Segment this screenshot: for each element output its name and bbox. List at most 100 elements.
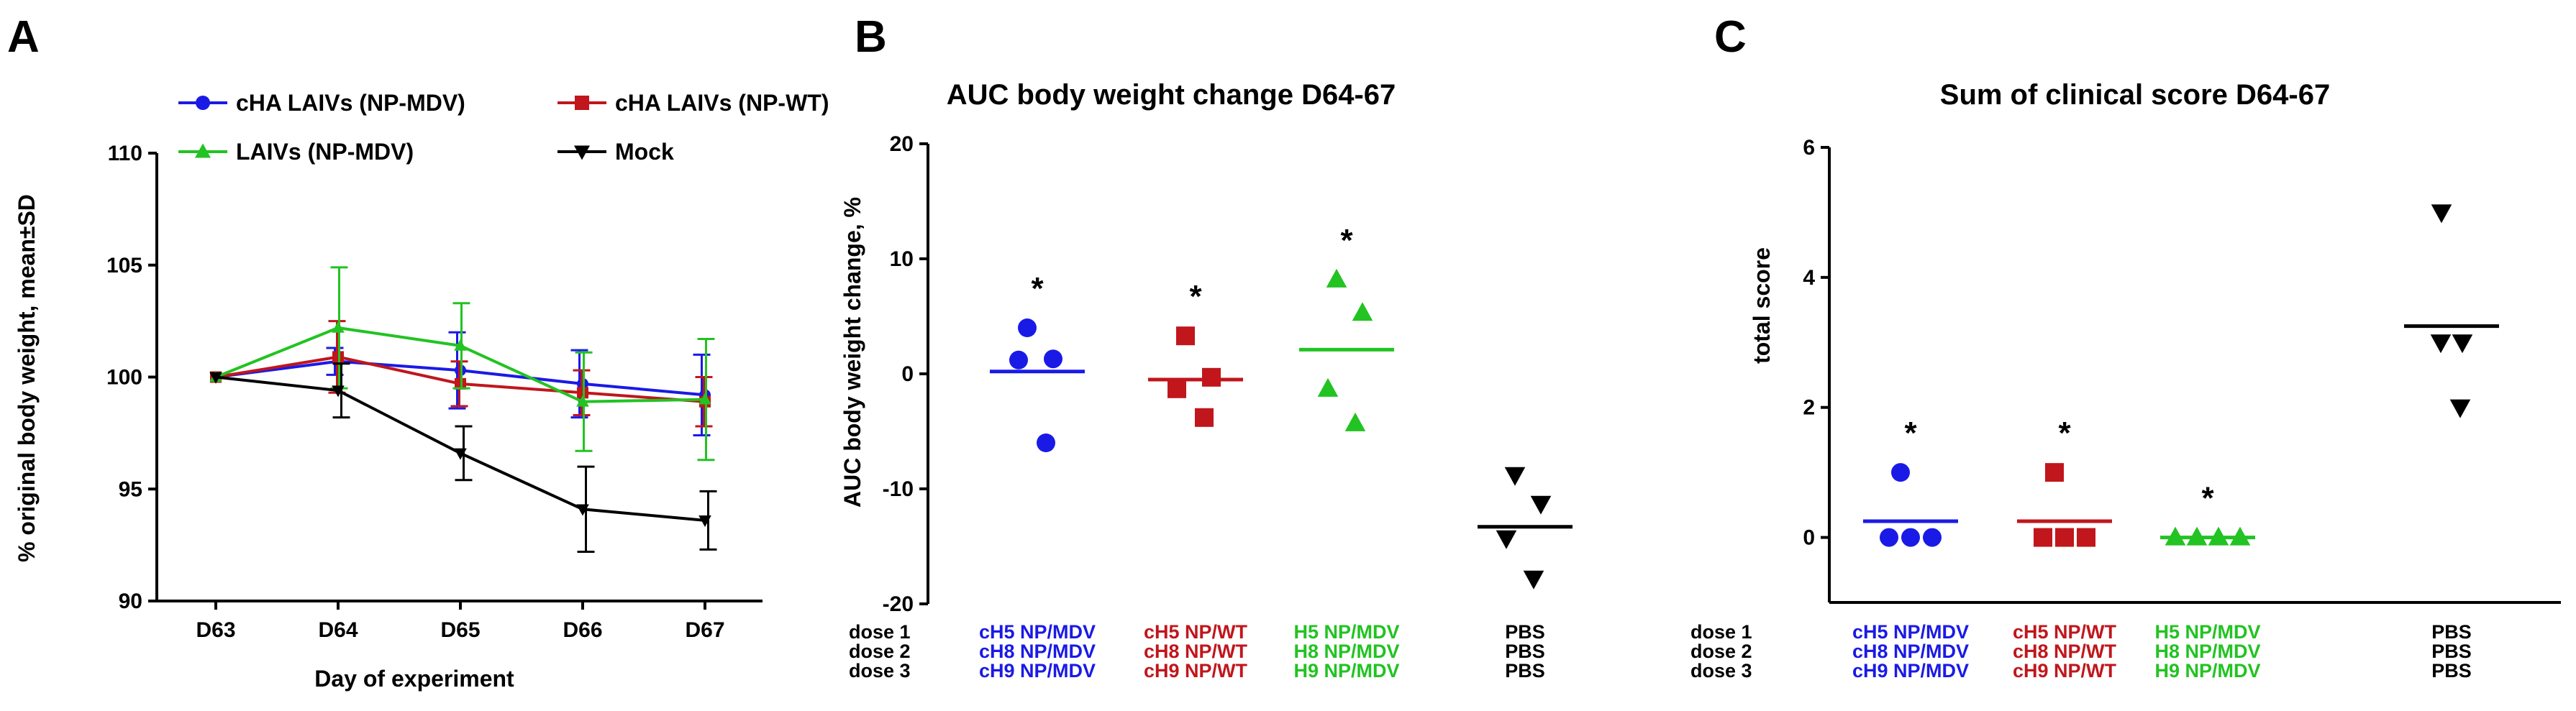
panel-letter-b: B	[855, 12, 887, 62]
group-label: PBS	[2431, 621, 2472, 643]
data-point	[1317, 377, 1339, 397]
group-label: PBS	[1505, 660, 1545, 682]
legend-marker	[195, 143, 211, 158]
significance-mark: *	[1031, 271, 1044, 306]
data-point	[1018, 318, 1037, 337]
data-point	[1168, 379, 1186, 398]
y-tick-label: 90	[119, 590, 142, 613]
y-tick-label: 110	[108, 142, 142, 165]
data-point	[1176, 326, 1195, 346]
group-label: PBS	[1505, 641, 1545, 662]
group-label: cH8 NP/WT	[1144, 641, 1248, 662]
data-point	[698, 515, 711, 528]
group-black	[2404, 204, 2499, 418]
y-axis-label: total score	[1749, 247, 1775, 364]
data-point	[2077, 528, 2095, 547]
data-point	[209, 372, 222, 384]
data-point	[1344, 412, 1366, 431]
data-point	[2229, 526, 2251, 546]
dose-label: dose 1	[1690, 621, 1752, 643]
group-label: cH8 NP/WT	[2013, 641, 2117, 662]
significance-mark: *	[1340, 223, 1353, 258]
group-label: H9 NP/MDV	[2154, 660, 2260, 682]
group-label: cH9 NP/MDV	[979, 660, 1096, 682]
group-green: *	[2160, 481, 2255, 546]
data-point	[1195, 408, 1214, 427]
group-label: cH5 NP/WT	[2013, 621, 2117, 643]
legend-label: LAIVs (NP-MDV)	[236, 139, 414, 165]
x-tick-label: D63	[196, 618, 235, 642]
data-point	[2034, 528, 2052, 547]
data-point	[2449, 399, 2471, 418]
y-tick-label: 95	[119, 477, 142, 501]
data-point	[2208, 526, 2229, 546]
x-tick-label: D65	[440, 618, 480, 642]
significance-mark: *	[1189, 279, 1202, 314]
data-point	[576, 395, 589, 407]
data-point	[2165, 526, 2186, 546]
legend-label: cHA LAIVs (NP-WT)	[615, 90, 829, 116]
data-point	[1923, 528, 1942, 547]
group-label: PBS	[2431, 660, 2472, 682]
legend-marker	[196, 96, 210, 110]
y-tick-label: 20	[890, 132, 914, 156]
chart-title: AUC body weight change D64-67	[947, 79, 1396, 111]
series-green	[209, 266, 715, 462]
data-point	[1523, 570, 1544, 590]
group-label: cH9 NP/WT	[2013, 660, 2117, 682]
data-point	[576, 504, 589, 516]
data-point	[1496, 530, 1517, 549]
data-point	[1037, 434, 1055, 452]
group-label: cH8 NP/MDV	[979, 641, 1096, 662]
data-point	[454, 448, 467, 460]
data-point	[1044, 349, 1062, 369]
group-label: cH9 NP/MDV	[1852, 660, 1969, 682]
y-tick-label: -10	[883, 477, 914, 501]
panel-b: B AUC body weight change D64-67 AUC body…	[839, 12, 1573, 682]
significance-mark: *	[2201, 481, 2214, 516]
data-point	[1901, 528, 1920, 547]
plot-area	[209, 266, 717, 553]
group-label: cH8 NP/MDV	[1852, 641, 1969, 662]
group-label: H8 NP/MDV	[2154, 641, 2260, 662]
group-red: *	[2017, 416, 2112, 547]
x-tick-label: D67	[685, 618, 724, 642]
data-point	[2452, 334, 2473, 354]
axes: 0 2 4 6	[1803, 136, 2561, 604]
dose-label: dose 3	[1690, 660, 1752, 682]
axes: 90 95 100 105 110 D63 D64 D65 D66 D67	[106, 142, 763, 642]
data-point	[2055, 528, 2074, 547]
significance-mark: *	[1904, 416, 1917, 451]
data-point	[2045, 463, 2064, 482]
legend-marker	[574, 145, 590, 160]
y-tick-label: 105	[106, 254, 142, 277]
panel-a: A cHA LAIVs (NP-MDV) cHA LAIVs (NP-WT) LAI…	[7, 12, 829, 692]
dose-label: dose 3	[849, 660, 911, 682]
data-point	[1352, 302, 1373, 321]
y-tick-label: 0	[901, 362, 914, 386]
y-tick-label: -20	[883, 592, 914, 616]
legend-marker	[575, 96, 589, 110]
data-point	[1891, 463, 1910, 482]
plot-area: * * *	[1863, 204, 2499, 547]
legend-label: cHA LAIVs (NP-MDV)	[236, 90, 465, 116]
data-point	[454, 339, 467, 351]
significance-mark: *	[2058, 416, 2071, 451]
y-tick-label: 10	[890, 247, 914, 271]
group-label: H9 NP/MDV	[1293, 660, 1399, 682]
data-point	[1009, 350, 1028, 370]
data-point	[1880, 528, 1898, 547]
x-tick-label: D66	[563, 618, 602, 642]
series-black	[209, 362, 717, 553]
y-axis-label: AUC body weight change, %	[839, 197, 865, 508]
dose-label: dose 2	[849, 641, 911, 662]
group-label: PBS	[2431, 641, 2472, 662]
dose-label: dose 1	[849, 621, 911, 643]
data-point	[1504, 467, 1526, 486]
data-point	[1326, 268, 1347, 288]
group-green: *	[1299, 223, 1394, 431]
x-tick-label: D64	[318, 618, 358, 642]
panel-letter-a: A	[7, 12, 40, 62]
plot-area: * * *	[990, 223, 1573, 590]
